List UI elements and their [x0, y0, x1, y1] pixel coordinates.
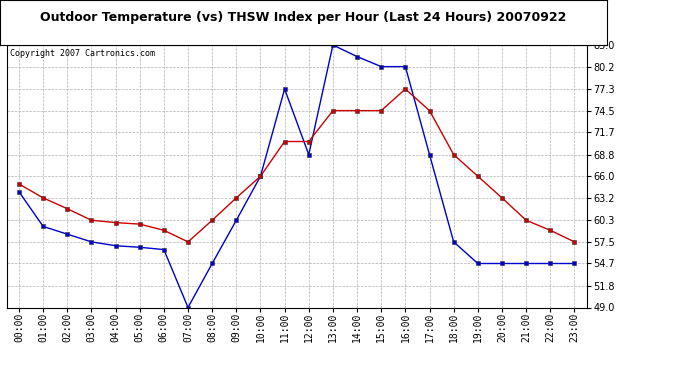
Text: Outdoor Temperature (vs) THSW Index per Hour (Last 24 Hours) 20070922: Outdoor Temperature (vs) THSW Index per …: [41, 11, 566, 24]
Text: Copyright 2007 Cartronics.com: Copyright 2007 Cartronics.com: [10, 49, 155, 58]
